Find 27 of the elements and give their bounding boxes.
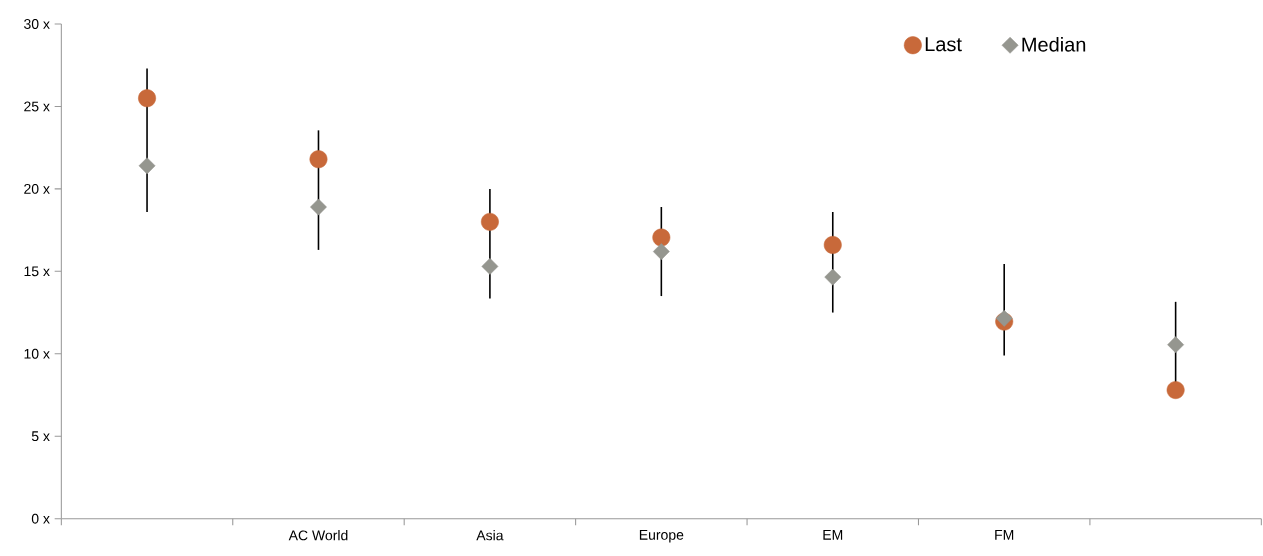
x-tick-label: Europe: [639, 530, 684, 543]
y-tick-label: 15 x: [24, 266, 50, 277]
point: [652, 243, 670, 260]
point: [481, 258, 499, 275]
x-tick-label: FM: [995, 530, 1014, 540]
x-tick-label: AC World: [288, 530, 348, 541]
point: [480, 212, 499, 231]
point: [995, 309, 1013, 327]
point: [1167, 336, 1184, 354]
legend-label: Last: [925, 37, 962, 52]
y-tick-label: 20 x: [24, 183, 50, 194]
point: [309, 150, 328, 169]
point: [310, 198, 327, 216]
y-tick-label: 0 x: [31, 513, 50, 524]
legend-label: Median: [1022, 36, 1086, 52]
y-tick-label: 10 x: [24, 348, 50, 359]
point: [1166, 381, 1185, 399]
point: [652, 228, 671, 247]
point: [138, 157, 156, 175]
y-tick-label: 25 x: [24, 101, 50, 112]
x-tick-label: EM: [823, 530, 843, 540]
y-tick-label: 5 x: [31, 431, 50, 442]
y-tick-label: 30 x: [24, 19, 50, 29]
point: [824, 268, 842, 286]
point: [823, 236, 842, 254]
point: [138, 89, 156, 108]
x-tick-label: Asia: [476, 530, 504, 541]
